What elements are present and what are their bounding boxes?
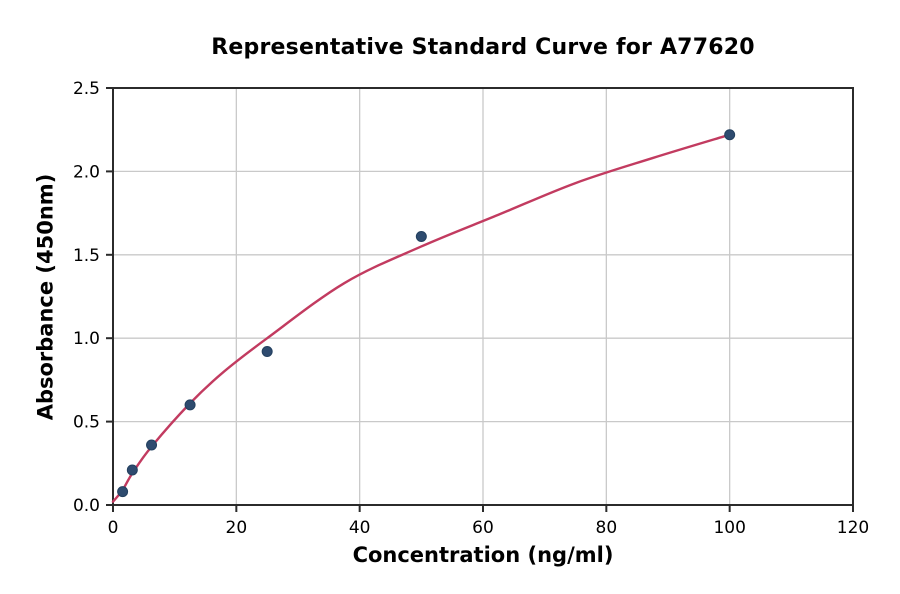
x-tick-label: 120 <box>837 518 869 538</box>
y-tick-label: 1.5 <box>73 246 100 266</box>
data-point <box>117 486 129 498</box>
y-tick-label: 2.0 <box>73 162 100 182</box>
data-point <box>126 464 138 476</box>
data-point <box>724 129 736 141</box>
x-tick-label: 80 <box>596 518 618 538</box>
data-point <box>415 230 427 242</box>
y-axis-label: Absorbance (450nm) <box>33 173 58 421</box>
y-tick-label: 0.0 <box>73 496 100 516</box>
y-tick-label: 2.5 <box>73 79 100 99</box>
x-tick-label: 40 <box>349 518 371 538</box>
plot-area: 0 20 40 60 80 100 120 0.0 0.5 1.0 1.5 2.0 2.5 <box>73 79 869 538</box>
x-tick-label: 100 <box>713 518 745 538</box>
x-tick-label: 0 <box>108 518 119 538</box>
x-tick-label: 60 <box>472 518 494 538</box>
y-tick-label: 1.0 <box>73 329 100 349</box>
y-tick-label: 0.5 <box>73 413 100 433</box>
data-point <box>184 399 196 411</box>
data-point <box>146 439 158 451</box>
fit-curve-path <box>111 133 731 503</box>
data-point <box>261 346 273 358</box>
x-tick-label: 20 <box>226 518 248 538</box>
x-axis-label: Concentration (ng/ml) <box>352 543 614 567</box>
chart-title: Representative Standard Curve for A77620 <box>211 35 755 60</box>
